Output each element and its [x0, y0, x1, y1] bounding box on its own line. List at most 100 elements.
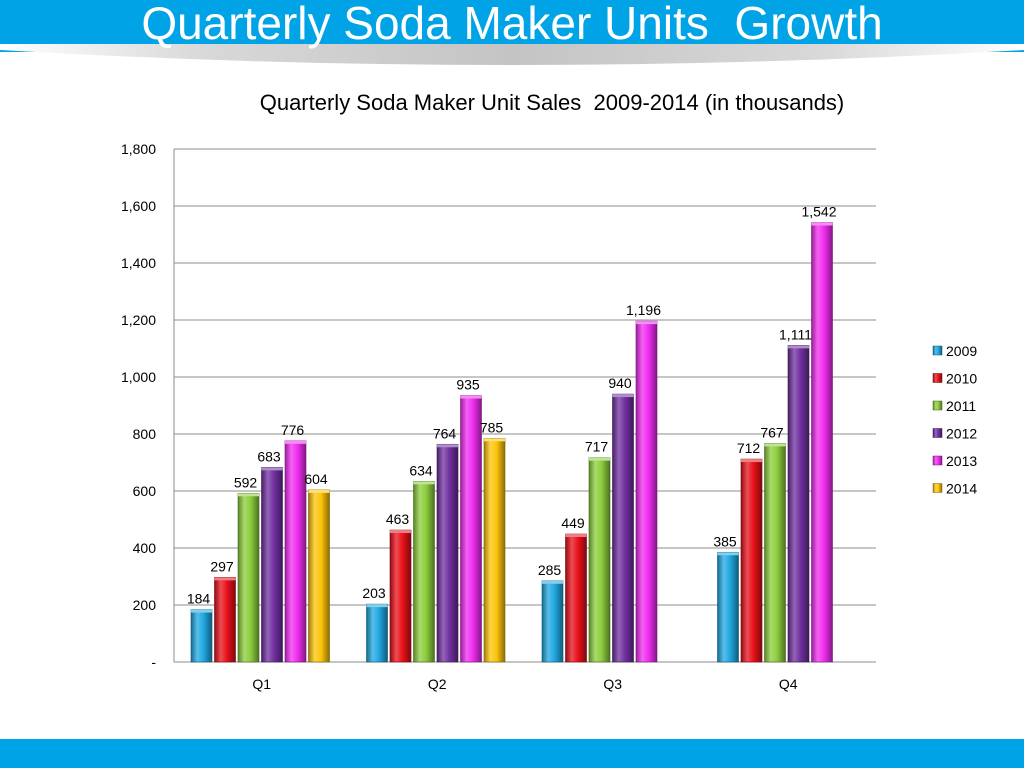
- data-label: 935: [456, 377, 480, 393]
- legend-swatch-2013: [932, 455, 943, 466]
- data-label: 785: [480, 419, 504, 435]
- data-label: 767: [760, 424, 784, 440]
- bar-2009-q3: [541, 580, 564, 663]
- bar-top-highlight: [788, 345, 809, 349]
- legend-label-2010: 2010: [946, 371, 977, 387]
- bar-top-highlight: [589, 457, 610, 461]
- bar-2009-q4: [717, 551, 739, 663]
- bar-2010-q4: [740, 458, 763, 663]
- bar-top-highlight: [460, 395, 482, 399]
- slide-footer-bar: [0, 739, 1024, 768]
- data-label: 592: [234, 474, 258, 490]
- data-label: 285: [538, 562, 562, 578]
- x-tick-label: Q2: [428, 676, 447, 692]
- legend-label-2014: 2014: [946, 481, 977, 497]
- data-label: 604: [304, 471, 328, 487]
- bar-2009-q1: [190, 609, 213, 663]
- bar-2011-q4: [764, 443, 786, 663]
- bar-2012-q4: [787, 345, 810, 663]
- chart-title: Quarterly Soda Maker Unit Sales 2009-201…: [259, 90, 845, 115]
- data-label: 297: [210, 558, 234, 574]
- legend: 2009 2010 2011 2012 2013 2014: [932, 343, 977, 497]
- bar-top-highlight: [390, 530, 411, 534]
- bar-top-highlight: [484, 438, 505, 442]
- data-label: 385: [713, 533, 737, 549]
- legend-label-2013: 2013: [946, 453, 977, 469]
- bar-top-highlight: [764, 443, 786, 447]
- legend-swatch-2012: [932, 428, 943, 438]
- data-label: 463: [386, 511, 410, 527]
- bar-top-highlight: [285, 440, 306, 444]
- legend-label-2011: 2011: [946, 398, 976, 414]
- bars: [190, 222, 833, 663]
- legend-label-2012: 2012: [946, 426, 977, 442]
- bar-2010-q1: [214, 577, 236, 663]
- bar-top-highlight: [366, 604, 388, 608]
- y-tick-label: 400: [133, 540, 157, 556]
- bar-top-highlight: [191, 609, 212, 613]
- data-label: 1,111: [779, 326, 812, 342]
- bar-2012-q2: [436, 443, 459, 663]
- bar-top-highlight: [437, 444, 458, 448]
- bar-top-highlight: [717, 552, 739, 556]
- data-label: 184: [187, 591, 211, 607]
- data-label: 712: [737, 440, 761, 456]
- y-tick-label: -: [151, 654, 156, 670]
- bar-2012-q3: [612, 393, 634, 663]
- bar-2012-q1: [261, 467, 283, 663]
- y-tick-label: 600: [133, 483, 157, 499]
- y-tick-label: 1,200: [121, 312, 156, 328]
- slide-header-bar: [0, 0, 1024, 52]
- legend-swatch-2009: [932, 345, 943, 356]
- bar-2011-q2: [413, 481, 435, 663]
- bar-2013-q1: [284, 440, 307, 663]
- data-label: 449: [561, 515, 585, 531]
- bar-2011-q3: [588, 457, 611, 663]
- data-label: 940: [608, 375, 632, 391]
- legend-swatch-2011: [932, 400, 943, 411]
- x-tick-label: Q4: [779, 676, 798, 692]
- bar-2010-q3: [565, 533, 587, 663]
- slide-title: Quarterly Soda Maker Units Growth: [141, 0, 883, 49]
- bar-top-highlight: [261, 467, 283, 471]
- y-tick-label: 800: [133, 426, 157, 442]
- y-tick-label: 1,600: [121, 198, 156, 214]
- bar-2013-q3: [635, 320, 658, 663]
- bar-top-highlight: [811, 222, 833, 226]
- bar-2009-q2: [366, 603, 388, 663]
- y-tick-label: 1,800: [121, 141, 156, 157]
- bar-top-highlight: [214, 577, 236, 581]
- data-label: 764: [433, 425, 457, 441]
- header-swoosh: [0, 44, 1024, 65]
- data-label: 683: [257, 448, 281, 464]
- y-tick-label: 200: [133, 597, 157, 613]
- bar-top-highlight: [238, 493, 259, 497]
- y-tick-label: 1,400: [121, 255, 156, 271]
- bar-2011-q1: [237, 492, 260, 663]
- bar-top-highlight: [636, 321, 657, 325]
- data-label: 203: [362, 585, 386, 601]
- data-label: 717: [585, 439, 609, 455]
- bar-top-highlight: [542, 580, 563, 584]
- data-label: 776: [281, 422, 305, 438]
- data-label: 1,196: [626, 302, 661, 318]
- legend-swatch-2010: [932, 373, 943, 383]
- x-axis-ticks: Q1 Q2 Q3 Q4: [252, 676, 797, 692]
- bar-2014-q2: [483, 437, 506, 663]
- x-tick-label: Q3: [603, 676, 622, 692]
- bar-top-highlight: [565, 534, 587, 538]
- legend-swatch-2014: [932, 483, 943, 493]
- bar-top-highlight: [308, 489, 330, 493]
- bar-top-highlight: [741, 459, 762, 463]
- bar-2013-q4: [811, 222, 833, 663]
- bar-top-highlight: [612, 394, 634, 398]
- legend-label-2009: 2009: [946, 343, 977, 359]
- y-axis-ticks: - 200 400 600 800 1,000 1,200 1,400 1,600 1,800: [121, 141, 156, 670]
- data-label: 1,542: [801, 204, 836, 220]
- bar-2010-q2: [389, 529, 412, 663]
- bar-2014-q1: [308, 489, 330, 663]
- y-tick-label: 1,000: [121, 369, 156, 385]
- x-tick-label: Q1: [252, 676, 271, 692]
